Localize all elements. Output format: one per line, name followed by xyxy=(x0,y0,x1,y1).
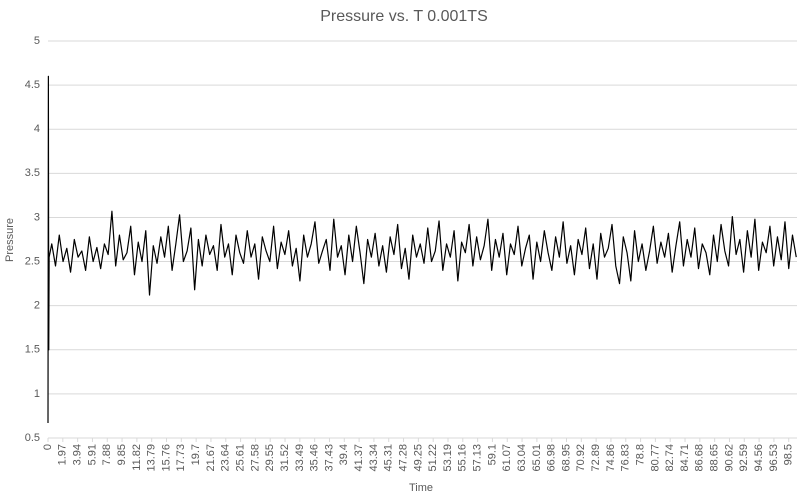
x-tick-label: 3.94 xyxy=(72,444,84,465)
data-line xyxy=(47,75,797,424)
y-tick-label: 4 xyxy=(34,123,40,135)
x-tick-label: 55.16 xyxy=(457,444,469,472)
x-tick-label: 35.46 xyxy=(309,444,321,472)
x-tick-label: 84.71 xyxy=(679,444,691,472)
x-tick-label: 96.53 xyxy=(768,444,780,472)
x-tick-label: 65.01 xyxy=(531,444,543,472)
x-tick-label: 74.86 xyxy=(605,444,617,472)
x-tick-label: 92.59 xyxy=(738,444,750,472)
x-tick-label: 70.92 xyxy=(575,444,587,472)
x-tick-label: 21.67 xyxy=(205,444,217,472)
x-tick-label: 47.28 xyxy=(397,444,409,472)
x-tick-label: 88.65 xyxy=(709,444,721,472)
x-tick-label: 19.7 xyxy=(190,444,202,465)
x-tick-label: 33.49 xyxy=(294,444,306,472)
y-tick-label: 3.5 xyxy=(25,167,40,179)
x-tick-label: 80.77 xyxy=(649,444,661,472)
x-tick-label: 13.79 xyxy=(146,444,158,472)
y-tick-label: 4.5 xyxy=(25,79,40,91)
x-tick-label: 59.1 xyxy=(486,444,498,465)
x-tick-label: 90.62 xyxy=(723,444,735,472)
chart-title: Pressure vs. T 0.001TS xyxy=(320,8,487,25)
x-tick-label: 66.98 xyxy=(546,444,558,472)
y-tick-label: 3 xyxy=(34,211,40,223)
x-tick-label: 41.37 xyxy=(353,444,365,472)
x-tick-label: 68.95 xyxy=(560,444,572,472)
x-tick-label: 17.73 xyxy=(175,444,187,472)
x-axis-title: Time xyxy=(409,482,433,494)
x-tick-label: 61.07 xyxy=(501,444,513,472)
x-tick-label: 49.25 xyxy=(412,444,424,472)
x-tick-label: 98.5 xyxy=(783,444,795,465)
x-tick-label: 82.74 xyxy=(664,444,676,472)
x-tick-label: 39.4 xyxy=(338,444,350,465)
x-tick-label: 23.64 xyxy=(220,444,232,472)
x-tick-label: 43.34 xyxy=(368,444,380,472)
x-tick-label: 1.97 xyxy=(57,444,69,465)
x-tick-label: 15.76 xyxy=(160,444,172,472)
x-tick-label: 45.31 xyxy=(383,444,395,472)
y-tick-label: 0.5 xyxy=(25,432,40,444)
x-tick-label: 78.8 xyxy=(634,444,646,465)
x-tick-label: 51.22 xyxy=(427,444,439,472)
x-tick-label: 94.56 xyxy=(753,444,765,472)
x-tick-label: 63.04 xyxy=(516,444,528,472)
x-tick-label: 57.13 xyxy=(472,444,484,472)
y-tick-label: 1 xyxy=(34,388,40,400)
x-tick-label: 72.89 xyxy=(590,444,602,472)
x-tick-label: 86.68 xyxy=(694,444,706,472)
x-tick-label: 9.85 xyxy=(116,444,128,465)
x-tick-label: 11.82 xyxy=(131,444,143,471)
x-tick-label: 53.19 xyxy=(442,444,454,472)
x-tick-label: 29.55 xyxy=(264,444,276,472)
x-tick-label: 25.61 xyxy=(234,444,246,472)
y-axis-title: Pressure xyxy=(4,218,16,262)
x-tick-label: 0 xyxy=(42,444,54,450)
x-tick-label: 31.52 xyxy=(279,444,291,472)
x-tick-label: 7.88 xyxy=(101,444,113,465)
x-tick-label: 27.58 xyxy=(249,444,261,472)
y-tick-label: 1.5 xyxy=(25,344,40,356)
y-tick-label: 2 xyxy=(34,300,40,312)
x-tick-label: 5.91 xyxy=(86,444,98,465)
x-tick-label: 76.83 xyxy=(620,444,632,472)
y-tick-label: 5 xyxy=(34,35,40,47)
y-tick-label: 2.5 xyxy=(25,255,40,267)
x-tick-label: 37.43 xyxy=(323,444,335,472)
